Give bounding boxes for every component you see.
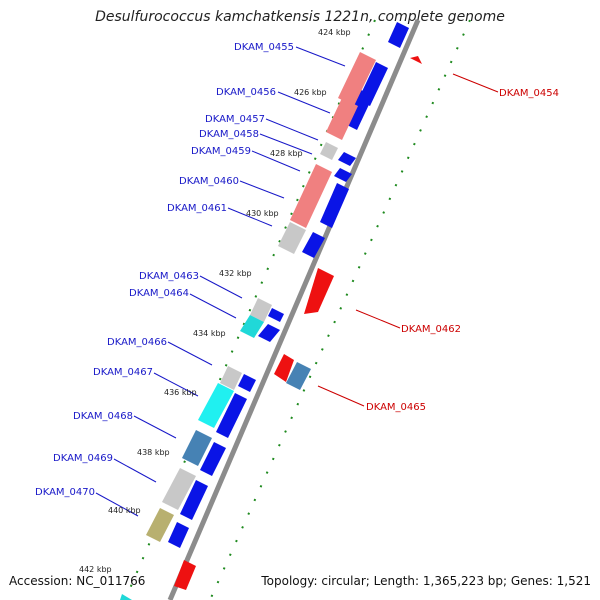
genome-backbone: [167, 19, 421, 600]
leader-0456: [277, 91, 331, 114]
cds-box-0463: [250, 298, 272, 322]
leader-0470: [95, 492, 139, 517]
ruler-label: 438 kbp: [137, 448, 170, 457]
gene-label-dkam-0455[interactable]: DKAM_0455: [234, 42, 294, 53]
gene-arrow-0467[interactable]: [216, 393, 247, 438]
gene-label-dkam-0465[interactable]: DKAM_0465: [366, 402, 426, 413]
cds-box-0469: [162, 468, 196, 510]
ruler-label: 432 kbp: [219, 269, 252, 278]
ruler-label: 436 kbp: [164, 388, 197, 397]
leader-0466: [167, 341, 213, 366]
leader-0468: [133, 415, 177, 439]
leader-0454: [452, 73, 499, 93]
map-title: Desulfurococcus kamchatkensis 1221n, com…: [95, 9, 505, 25]
gene-label-dkam-0464[interactable]: DKAM_0464: [129, 288, 189, 299]
gene-arrow-0458[interactable]: [334, 168, 352, 182]
gene-arrow-0471[interactable]: [174, 560, 196, 590]
leader-0463: [199, 275, 243, 299]
ruler-label: 428 kbp: [270, 149, 303, 158]
cds-box-0464: [240, 315, 264, 338]
gene-label-dkam-0459[interactable]: DKAM_0459: [191, 146, 251, 157]
gene-label-dkam-0454[interactable]: DKAM_0454: [499, 88, 559, 99]
gene-arrow-0454[interactable]: [410, 56, 422, 64]
leader-0467: [153, 372, 199, 397]
gene-label-dkam-0458[interactable]: DKAM_0458: [199, 129, 259, 140]
gene-arrow-0470[interactable]: [168, 522, 189, 548]
cds-box-0465: [286, 362, 311, 390]
topology-label: Topology: circular; Length: 1,365,223 bp…: [261, 574, 591, 588]
gene-arrow-0469[interactable]: [180, 480, 208, 520]
ruler-label: 440 kbp: [108, 506, 141, 515]
cds-box-0468: [182, 430, 212, 466]
gene-arrow-0457[interactable]: [338, 152, 356, 166]
cds-box-0456: [326, 98, 358, 140]
cds-box-0466: [220, 366, 242, 390]
leader-0462: [355, 309, 401, 329]
gene-features: [95, 22, 499, 600]
leader-0455: [295, 46, 346, 67]
gene-label-dkam-0456[interactable]: DKAM_0456: [216, 87, 276, 98]
leader-0458: [259, 133, 313, 155]
cds-box-0455: [338, 52, 376, 106]
leader-0465: [317, 385, 365, 407]
gene-arrow-0459[interactable]: [320, 183, 349, 228]
gene-label-dkam-0468[interactable]: DKAM_0468: [73, 411, 133, 422]
gene-label-dkam-0469[interactable]: DKAM_0469: [53, 453, 113, 464]
gene-arrow-0461[interactable]: [345, 90, 373, 130]
gene-arrow-0464[interactable]: [258, 324, 280, 342]
gene-arrow-0463[interactable]: [268, 308, 284, 322]
cds-box-0470: [146, 508, 174, 542]
ruler-label: 430 kbp: [246, 209, 279, 218]
ruler-label: 434 kbp: [193, 329, 226, 338]
cds-box-0459: [290, 164, 332, 228]
cds-box-0457: [320, 142, 338, 160]
leader-0464: [189, 293, 237, 319]
gene-label-dkam-0463[interactable]: DKAM_0463: [139, 271, 199, 282]
gene-arrow-0465[interactable]: [274, 354, 294, 382]
gene-label-dkam-0462[interactable]: DKAM_0462: [401, 324, 461, 335]
ruler-labels: 424 kbp 426 kbp 428 kbp 430 kbp 432 kbp …: [79, 28, 351, 574]
gene-label-dkam-0466[interactable]: DKAM_0466: [107, 337, 167, 348]
gene-arrow-0460[interactable]: [302, 232, 325, 258]
gene-arrow-0468[interactable]: [200, 442, 226, 476]
gene-label-dkam-0470[interactable]: DKAM_0470: [35, 487, 95, 498]
gene-arrow-0462[interactable]: [304, 268, 334, 314]
cds-box-0472: [120, 594, 132, 600]
gene-arrow-0455[interactable]: [388, 22, 409, 48]
gene-label-dkam-0457[interactable]: DKAM_0457: [205, 114, 265, 125]
cds-box-0460: [278, 222, 306, 254]
leader-0461: [227, 207, 273, 227]
leader-0459: [251, 150, 301, 172]
reverse-gene-labels: DKAM_0454 DKAM_0462 DKAM_0465: [366, 88, 559, 413]
leader-0457: [265, 118, 319, 141]
leader-0460: [239, 180, 285, 199]
ruler-label: 426 kbp: [294, 88, 327, 97]
forward-gene-labels: DKAM_0455 DKAM_0456 DKAM_0457 DKAM_0458 …: [35, 42, 294, 498]
accession-label: Accession: NC_011766: [9, 574, 146, 588]
gene-label-dkam-0460[interactable]: DKAM_0460: [179, 176, 239, 187]
ruler-track-outer: [209, 19, 471, 600]
gene-arrow-0466[interactable]: [238, 374, 256, 392]
leader-0469: [113, 458, 157, 483]
cds-box-0467: [198, 383, 234, 428]
gene-label-dkam-0467[interactable]: DKAM_0467: [93, 367, 153, 378]
ruler-label: 424 kbp: [318, 28, 351, 37]
gene-label-dkam-0461[interactable]: DKAM_0461: [167, 203, 227, 214]
ruler-label: 442 kbp: [79, 565, 112, 574]
